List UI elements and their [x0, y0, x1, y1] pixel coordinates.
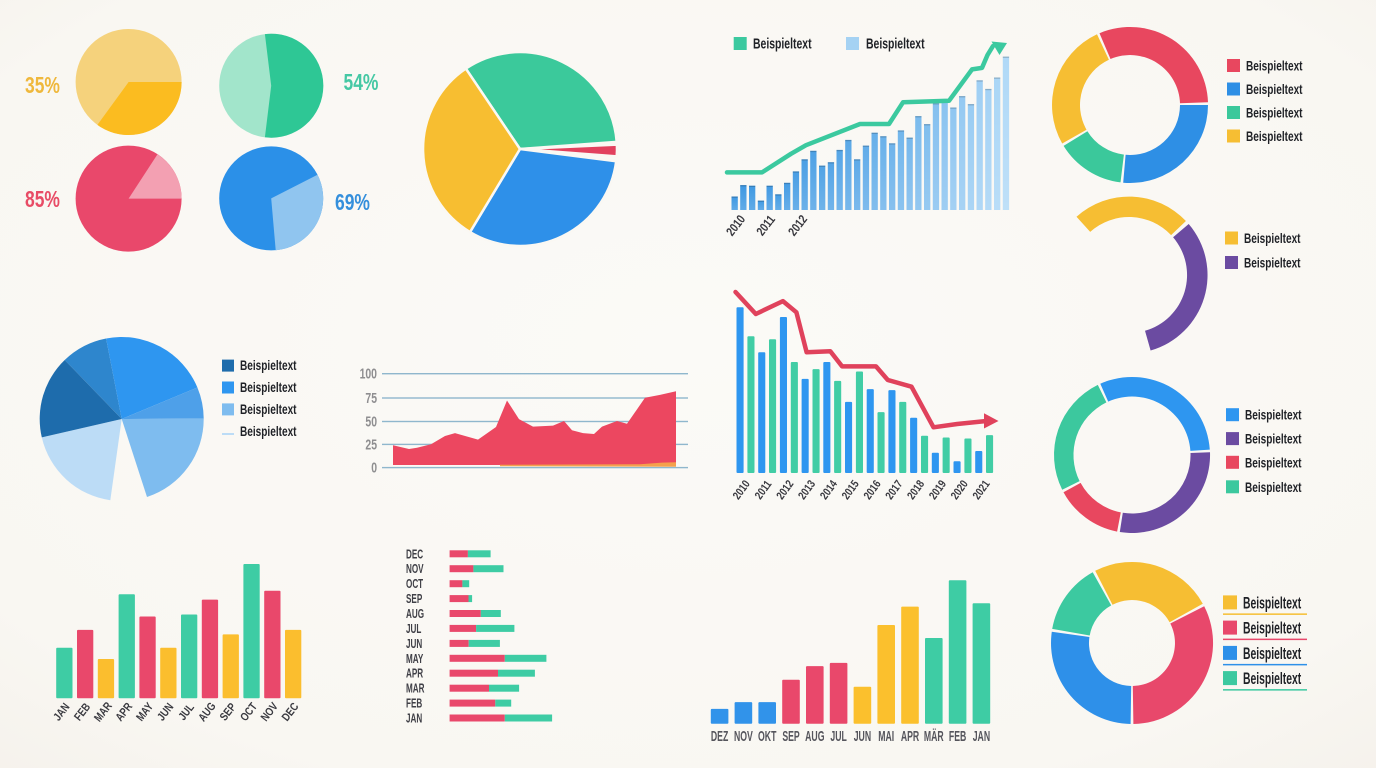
svg-text:Beispieltext: Beispieltext [240, 379, 297, 395]
svg-text:Beispieltext: Beispieltext [240, 401, 297, 417]
svg-text:OCT: OCT [406, 578, 424, 592]
svg-text:JUN: JUN [406, 637, 422, 651]
svg-text:JAN: JAN [406, 712, 422, 726]
svg-text:JUL: JUL [830, 727, 846, 744]
svg-text:35%: 35% [25, 74, 60, 99]
svg-text:SEP: SEP [782, 727, 799, 744]
svg-text:FEB: FEB [949, 727, 967, 744]
svg-text:NOV: NOV [734, 727, 753, 744]
svg-text:Beispieltext: Beispieltext [1243, 619, 1302, 637]
svg-text:AUG: AUG [406, 607, 424, 621]
svg-text:50: 50 [365, 414, 377, 430]
svg-text:Beispieltext: Beispieltext [1245, 455, 1302, 471]
svg-text:MAY: MAY [406, 652, 423, 666]
svg-text:APR: APR [901, 727, 920, 744]
svg-text:JUN: JUN [854, 727, 871, 744]
svg-text:25: 25 [365, 437, 377, 453]
svg-text:MAR: MAR [406, 682, 425, 696]
svg-text:Beispieltext: Beispieltext [240, 423, 297, 439]
svg-text:SEP: SEP [406, 592, 422, 606]
svg-text:Beispieltext: Beispieltext [1245, 479, 1302, 495]
svg-text:Beispieltext: Beispieltext [1243, 670, 1302, 688]
svg-text:Beispieltext: Beispieltext [1246, 105, 1303, 121]
svg-text:Beispieltext: Beispieltext [1245, 407, 1302, 423]
svg-text:75: 75 [365, 390, 377, 406]
svg-text:JAN: JAN [973, 727, 990, 744]
svg-text:Beispieltext: Beispieltext [1246, 81, 1303, 97]
svg-text:Beispieltext: Beispieltext [1246, 128, 1303, 144]
svg-text:Beispieltext: Beispieltext [1245, 431, 1302, 447]
svg-text:Beispieltext: Beispieltext [753, 36, 812, 52]
svg-text:0: 0 [371, 460, 377, 476]
svg-text:APR: APR [406, 667, 423, 681]
svg-text:Beispieltext: Beispieltext [240, 358, 297, 374]
svg-text:JUL: JUL [406, 622, 422, 636]
svg-text:Beispieltext: Beispieltext [1246, 58, 1303, 74]
svg-text:Beispieltext: Beispieltext [1243, 645, 1302, 663]
svg-text:Beispieltext: Beispieltext [1243, 594, 1302, 612]
svg-text:Beispieltext: Beispieltext [866, 36, 925, 52]
svg-text:OKT: OKT [758, 727, 777, 744]
svg-text:DEZ: DEZ [711, 727, 728, 744]
svg-text:85%: 85% [25, 188, 60, 213]
svg-text:69%: 69% [335, 191, 370, 216]
svg-text:Beispieltext: Beispieltext [1244, 255, 1301, 271]
svg-text:FEB: FEB [406, 697, 423, 711]
svg-text:DEC: DEC [406, 548, 423, 562]
svg-text:Beispieltext: Beispieltext [1244, 230, 1301, 246]
svg-text:MAI: MAI [878, 727, 894, 744]
svg-text:NOV: NOV [406, 563, 424, 577]
svg-text:AUG: AUG [805, 727, 824, 744]
svg-text:MÄR: MÄR [924, 726, 944, 744]
svg-text:100: 100 [360, 366, 377, 382]
svg-text:54%: 54% [344, 71, 379, 96]
